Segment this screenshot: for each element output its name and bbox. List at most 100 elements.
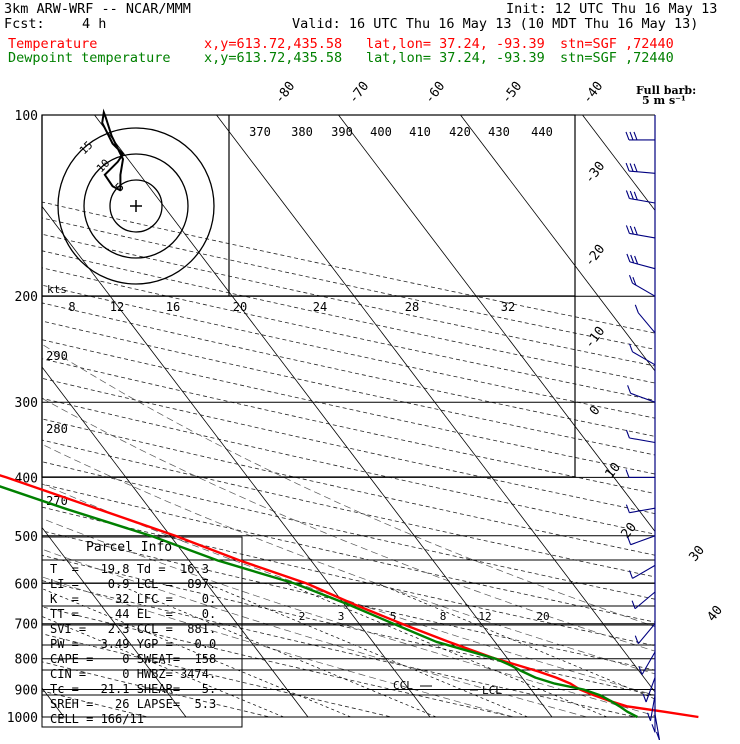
upper-axis-label: 8 [68, 300, 75, 314]
pressure-label: 800 [15, 653, 38, 668]
wind-barb-flag [634, 192, 637, 200]
upper-axis-label: 24 [313, 300, 327, 314]
wind-barb-flag [635, 636, 638, 644]
wind-barb-flag [630, 275, 633, 283]
full-barb-units: 5 m s⁻¹ [642, 95, 686, 106]
wind-barb-flag [630, 344, 633, 352]
wind-barb-flag [626, 132, 629, 140]
hodograph-units-label: kts [47, 283, 67, 296]
wind-barb [626, 430, 655, 443]
wind-barb-flag [630, 226, 633, 234]
wind-barb-staff [629, 438, 655, 443]
parcel-row: CIN = 0 HWBZ= 3474. [50, 668, 216, 681]
wind-barb-staff [631, 393, 655, 402]
wind-barb-flag [626, 225, 629, 233]
mixing-ratio-line [286, 583, 607, 717]
wind-barb-staff [655, 714, 660, 740]
wind-barb [655, 714, 660, 740]
isotherm-label: -50 [499, 79, 525, 107]
wind-barb-flag [628, 385, 631, 393]
pressure-label: 200 [15, 290, 38, 305]
wind-barb-staff [629, 199, 655, 204]
isotherm-label: -40 [580, 79, 606, 107]
parcel-row: SREH = 26 LAPSE= 5.3 [50, 698, 216, 711]
parcel-row: PW = 3.49 YGP = 0.0 [50, 638, 216, 651]
isotherm-label: -20 [582, 242, 608, 270]
wind-barb-flag [634, 164, 637, 172]
isotherm-line [217, 115, 675, 717]
isotherm-label: 20 [619, 520, 640, 542]
isotherm-label: -80 [272, 79, 298, 107]
pressure-label: 900 [15, 684, 38, 699]
pressure-label: 300 [15, 396, 38, 411]
upper-axis-label: 28 [405, 300, 419, 314]
wind-barb-flag [626, 505, 629, 513]
wind-barb [627, 254, 655, 269]
theta-label: 280 [46, 422, 68, 436]
wind-barb-flag [634, 227, 637, 235]
lcl-marker: LCL [482, 684, 502, 697]
fcst-value: 4 h [82, 17, 106, 31]
adiabat-label: 410 [409, 125, 431, 139]
dewpoint-latlon: lat,lon= 37.24, -93.39 [366, 51, 545, 65]
temperature-station: stn=SGF ,72440 [560, 37, 674, 51]
adiabat-label: 420 [449, 125, 471, 139]
wind-barb [626, 469, 655, 477]
adiabat-label: 400 [370, 125, 392, 139]
wind-barb-flag [630, 163, 633, 171]
pressure-label: 700 [15, 618, 38, 633]
ccl-marker: CCL [393, 679, 413, 692]
parcel-row: TT = 44 EL = 0. [50, 608, 216, 621]
pressure-label: 1000 [7, 711, 38, 726]
wind-barb-flag [634, 132, 637, 140]
isotherm-label: -60 [422, 79, 448, 107]
adiabat-label: 430 [488, 125, 510, 139]
wind-barb [635, 624, 655, 644]
upper-axis-label: 16 [166, 300, 180, 314]
parcel-row: CELL = 166/11 [50, 713, 144, 726]
fcst-label: Fcst: [4, 17, 45, 31]
mixing-ratio-label: 8 [440, 610, 447, 623]
mixing-ratio-label: 12 [478, 610, 491, 623]
isotherm-label: 40 [705, 603, 726, 625]
wind-barb-staff [638, 624, 655, 644]
dewpoint-xy: x,y=613.72,435.58 [204, 51, 342, 65]
mixing-ratio-label: 2 [299, 610, 306, 623]
upper-axis-label: 20 [233, 300, 247, 314]
isotherm-label: -30 [582, 159, 608, 187]
parcel-row: T = 19.8 Td = 16.3 [50, 563, 209, 576]
parcel-info-title: Parcel Info [86, 540, 172, 555]
wind-barb-flag [630, 191, 633, 199]
temperature-latlon: lat,lon= 37.24, -93.39 [366, 37, 545, 51]
wind-barb-staff [631, 536, 655, 545]
pressure-label: 600 [15, 577, 38, 592]
dewpoint-station: stn=SGF ,72440 [560, 51, 674, 65]
parcel-row: SVI = 2.3 CCL = 881. [50, 623, 216, 636]
mixing-ratio-label: 3 [338, 610, 345, 623]
init-time: Init: 12 UTC Thu 16 May 13 [506, 2, 717, 16]
wind-barb [626, 191, 655, 204]
hodograph-trace [102, 112, 123, 190]
temperature-legend: Temperature [8, 37, 97, 51]
wind-barb [630, 275, 656, 296]
parcel-row: CAPE = 0 SWEAT= 158 [50, 653, 216, 666]
mixing-ratio-line [377, 583, 698, 717]
pressure-label: 100 [15, 109, 38, 124]
wind-barb [635, 305, 655, 333]
upper-axis-label: 32 [501, 300, 515, 314]
upper-axis-label: 12 [110, 300, 124, 314]
mixing-ratio-label: 20 [536, 610, 549, 623]
wind-barb-flag [626, 163, 629, 171]
wind-barb-flag [627, 254, 630, 262]
adiabat-label: 370 [249, 125, 271, 139]
isotherm-label: 10 [603, 460, 624, 482]
isotherm-label: 0 [587, 403, 604, 418]
isotherm-label: -70 [346, 79, 372, 107]
wind-barb [626, 163, 655, 173]
temperature-xy: x,y=613.72,435.58 [204, 37, 342, 51]
adiabat-label: 380 [291, 125, 313, 139]
valid-time: Valid: 16 UTC Thu 16 May 13 (10 MDT Thu … [292, 17, 698, 31]
wind-barb [626, 225, 655, 238]
isotherm-label: 30 [687, 543, 708, 565]
wind-barb-flag [632, 601, 635, 609]
